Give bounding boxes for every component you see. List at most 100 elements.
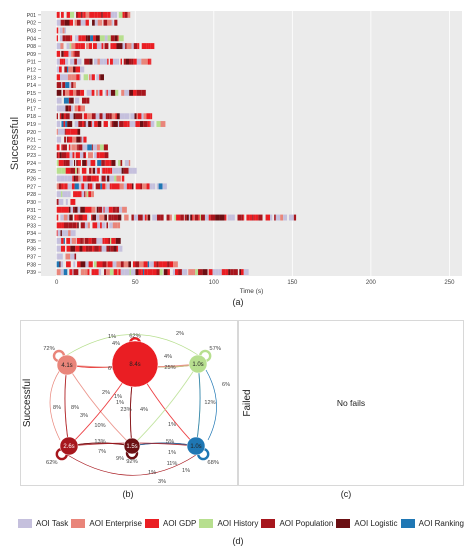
aoi-segment — [104, 35, 108, 42]
aoi-segment — [67, 121, 73, 127]
aoi-segment — [160, 121, 166, 127]
aoi-segment — [60, 230, 62, 237]
aoi-segment — [74, 50, 80, 57]
aoi-segment — [67, 175, 73, 182]
aoi-segment — [149, 261, 151, 268]
aoi-segment — [110, 35, 115, 42]
aoi-segment — [176, 214, 181, 221]
aoi-segment — [73, 89, 77, 96]
aoi-segment — [71, 82, 74, 89]
aoi-segment — [91, 214, 93, 221]
edge-label: 7% — [98, 449, 106, 455]
aoi-segment — [77, 261, 81, 268]
aoi-segment — [107, 35, 111, 42]
aoi-segment — [62, 27, 65, 34]
aoi-segment — [79, 245, 83, 252]
aoi-segment — [70, 128, 76, 135]
aoi-segment — [84, 58, 90, 65]
aoi-segment — [243, 214, 245, 221]
aoi-segment — [77, 144, 79, 151]
aoi-segment — [86, 89, 92, 96]
aoi-segment — [60, 261, 64, 268]
plot-background — [41, 11, 462, 276]
aoi-segment — [72, 222, 77, 229]
aoi-segment — [106, 269, 110, 276]
aoi-segment — [112, 222, 118, 229]
aoi-segment — [101, 43, 104, 50]
aoi-segment — [109, 175, 115, 182]
aoi-segment — [75, 113, 81, 120]
participant-label: P01 — [27, 13, 36, 19]
aoi-segment — [162, 261, 168, 268]
aoi-segment — [125, 58, 130, 65]
aoi-segment — [56, 269, 61, 276]
aoi-segment — [104, 206, 109, 213]
aoi-segment — [162, 183, 164, 190]
aoi-segment — [58, 160, 64, 166]
aoi-segment — [125, 89, 130, 96]
aoi-segment — [193, 269, 196, 276]
aoi-segment — [74, 105, 78, 112]
aoi-segment — [150, 261, 154, 268]
aoi-segment — [68, 105, 72, 112]
aoi-segment — [95, 35, 100, 42]
aoi-segment — [71, 50, 74, 57]
aoi-node — [186, 436, 206, 456]
aoi-segment — [80, 136, 82, 143]
aoi-segment — [69, 269, 73, 276]
aoi-segment — [110, 167, 113, 174]
aoi-segment — [116, 175, 121, 182]
legend-label: AOI GDP — [163, 518, 197, 528]
aoi-segment — [111, 237, 116, 244]
aoi-segment — [133, 89, 137, 96]
transition-edge — [59, 449, 197, 476]
aoi-segment — [99, 237, 103, 244]
aoi-segment — [119, 121, 124, 127]
aoi-segment — [135, 121, 140, 127]
aoi-segment — [104, 245, 107, 252]
aoi-segment — [70, 58, 73, 65]
aoi-segment — [56, 128, 58, 135]
y-axis-label: Successful — [22, 379, 33, 427]
x-tick-label: 250 — [444, 280, 455, 286]
aoi-segment — [102, 113, 106, 120]
aoi-segment — [68, 50, 72, 57]
aoi-segment — [99, 214, 105, 221]
aoi-segment — [74, 183, 79, 190]
participant-label: P11 — [27, 60, 36, 66]
aoi-segment — [137, 113, 142, 120]
aoi-segment — [86, 160, 88, 166]
aoi-segment — [94, 11, 98, 18]
edge-label: 1% — [108, 334, 116, 340]
aoi-segment — [107, 113, 110, 120]
aoi-segment — [84, 206, 88, 213]
aoi-segment — [77, 206, 81, 213]
aoi-segment — [80, 175, 83, 182]
node-duration-label: 1.0s — [192, 362, 203, 368]
aoi-segment — [135, 183, 141, 190]
aoi-segment — [61, 206, 64, 213]
aoi-segment — [66, 175, 68, 182]
x-axis-label: Time (s) — [240, 288, 264, 295]
panel-label-d: (d) — [232, 536, 244, 546]
aoi-segment — [82, 160, 87, 166]
aoi-segment — [136, 58, 142, 65]
aoi-segment — [73, 82, 76, 89]
aoi-segment — [141, 43, 147, 50]
aoi-segment — [141, 269, 143, 276]
aoi-segment — [80, 206, 85, 213]
aoi-segment — [56, 105, 59, 112]
aoi-segment — [82, 11, 84, 18]
aoi-segment — [90, 74, 92, 81]
aoi-segment — [63, 74, 67, 81]
aoi-segment — [146, 183, 150, 190]
aoi-segment — [258, 214, 263, 221]
aoi-segment — [78, 144, 83, 151]
aoi-segment — [80, 89, 85, 96]
aoi-segment — [102, 11, 108, 18]
aoi-segment — [80, 19, 86, 26]
aoi-segment — [204, 214, 209, 221]
edge-label: 6% — [222, 382, 230, 388]
aoi-segment — [82, 237, 84, 244]
aoi-segment — [116, 245, 119, 252]
